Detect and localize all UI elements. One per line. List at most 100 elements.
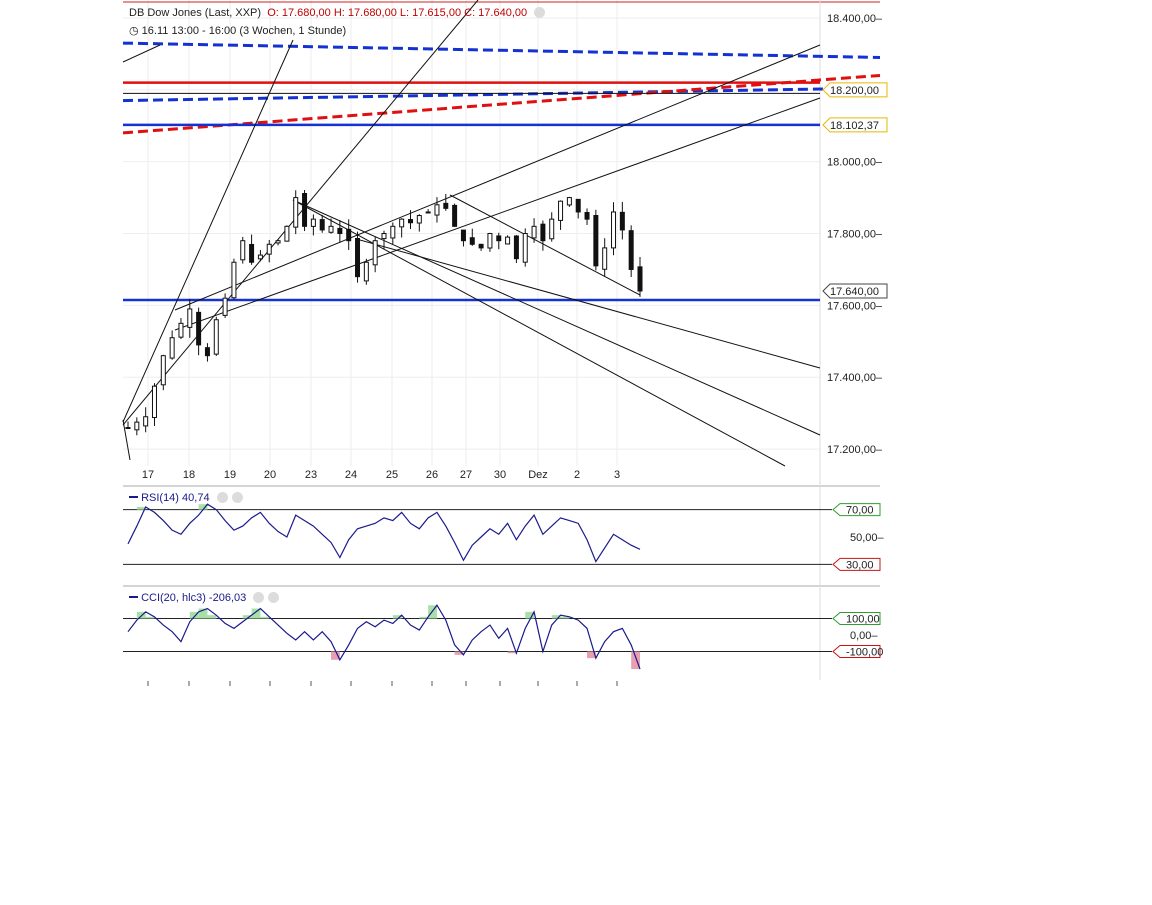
candle-body <box>160 355 166 386</box>
candle-body <box>443 202 449 209</box>
candle-body <box>522 233 528 263</box>
price-badge-label: 18.200,00 <box>830 85 879 97</box>
candle-body <box>249 243 255 263</box>
candle-body <box>134 421 140 431</box>
x-tick-label: 23 <box>305 469 317 481</box>
price-badge-label: 17.640,00 <box>830 286 879 298</box>
candle-body <box>399 218 405 228</box>
price-badge <box>822 117 888 133</box>
candle-body <box>425 211 431 214</box>
rsi-label: RSI(14) 40,74 <box>129 492 243 504</box>
cci-overbought-area <box>242 615 252 619</box>
cci-overbought-area <box>419 616 429 619</box>
candle-body <box>558 200 564 221</box>
x-tick-label: 17 <box>142 469 154 481</box>
rsi-overbought-area <box>198 504 208 510</box>
candle-body <box>434 204 440 216</box>
candle-body <box>584 212 590 220</box>
price-badge <box>822 82 888 98</box>
y-tick-label: 17.800,00– <box>827 229 883 241</box>
cci-overbought-area <box>392 615 402 619</box>
cci-oversold-area <box>454 651 464 655</box>
candle-body <box>487 233 493 249</box>
cci-oversold-area <box>631 651 640 670</box>
cci-level-badge <box>832 611 881 625</box>
candle-body <box>204 347 210 357</box>
x-tick-label: 24 <box>345 469 357 481</box>
cci-close-icon[interactable] <box>268 592 280 603</box>
y-tick-label: 18.400,00– <box>827 13 883 25</box>
rsi-settings-icon[interactable] <box>216 492 228 503</box>
cci-oversold-area <box>587 651 596 659</box>
cci-level-label: 100,00 <box>846 613 880 625</box>
candle-body <box>611 211 617 249</box>
candle-body <box>196 311 202 346</box>
price-badge <box>822 283 888 299</box>
cci-settings-icon[interactable] <box>253 592 265 603</box>
cci-overbought-area <box>560 616 570 619</box>
x-tick-label: 30 <box>494 469 506 481</box>
candle-body <box>390 225 396 239</box>
candle-body <box>187 308 193 328</box>
candle-body <box>151 385 157 419</box>
candle-body <box>593 215 599 267</box>
y-tick-label: 17.600,00– <box>827 300 883 312</box>
cci-overbought-area <box>145 616 155 619</box>
candle-body <box>222 297 228 316</box>
candle-body <box>416 215 422 224</box>
candle-body <box>169 337 175 359</box>
cci-label: CCI(20, hlc3) -206,03 <box>129 592 280 604</box>
candle-body <box>213 319 219 355</box>
rsi-value: 40,74 <box>182 492 210 504</box>
candle-body <box>328 225 334 233</box>
candle-body <box>125 427 131 430</box>
cci-level-badge <box>832 645 881 659</box>
cci-level-label: 0,00– <box>850 630 878 642</box>
chart-header: DB Dow Jones (Last, XXP) O: 17.680,00 H:… <box>129 7 546 19</box>
cci-overbought-area <box>551 615 561 619</box>
drawn-trend-line <box>174 97 821 331</box>
dashed-trend-line <box>122 73 881 135</box>
drawn-trend-line <box>122 419 131 461</box>
candle-body <box>469 237 475 245</box>
period-label: 16.11 13:00 - 16:00 (3 Wochen, 1 Stunde) <box>141 25 347 37</box>
cci-value: -206,03 <box>208 592 247 604</box>
candle-body <box>628 230 634 270</box>
settings-icon[interactable] <box>534 7 546 18</box>
candle-body <box>381 233 387 240</box>
drawn-trend-line <box>174 44 821 311</box>
rsi-level-badge <box>832 503 881 517</box>
cci-overbought-area <box>136 611 146 619</box>
y-tick-label: 18.000,00– <box>827 157 883 169</box>
x-tick-label: 3 <box>614 469 620 481</box>
candle-body <box>178 322 184 338</box>
cci-overbought-area <box>525 611 535 619</box>
candle-body <box>575 198 581 213</box>
candle-body <box>231 261 237 299</box>
candle-body <box>549 218 555 240</box>
candle-body <box>275 240 281 244</box>
rsi-close-icon[interactable] <box>231 492 243 503</box>
rsi-level-label: 50,00– <box>850 532 885 544</box>
candle-body <box>460 229 466 242</box>
period-row: ◷ 16.11 13:00 - 16:00 (3 Wochen, 1 Stund… <box>129 24 346 37</box>
candle-body <box>355 237 361 278</box>
candle-body <box>302 193 308 227</box>
rsi-line <box>127 503 641 563</box>
y-tick-label: 17.400,00– <box>827 372 883 384</box>
x-tick-label: 19 <box>224 469 236 481</box>
cci-overbought-area <box>260 616 270 619</box>
cci-oversold-area <box>331 651 340 660</box>
cci-overbought-area <box>207 615 217 619</box>
candle-body <box>143 416 149 427</box>
candle-body <box>293 197 299 228</box>
cci-level-label: -100,00 <box>846 647 883 659</box>
x-tick-label: 25 <box>386 469 398 481</box>
rsi-level-badge <box>832 557 881 571</box>
price-badge-label: 18.102,37 <box>830 120 879 132</box>
rsi-level-label: 70,00 <box>846 505 874 517</box>
drawn-trend-line <box>122 0 479 426</box>
drawn-trend-line <box>359 239 821 369</box>
rsi-level-label: 30,00 <box>846 559 874 571</box>
ohlc-values: O: 17.680,00 H: 17.680,00 L: 17.615,00 C… <box>267 7 528 19</box>
